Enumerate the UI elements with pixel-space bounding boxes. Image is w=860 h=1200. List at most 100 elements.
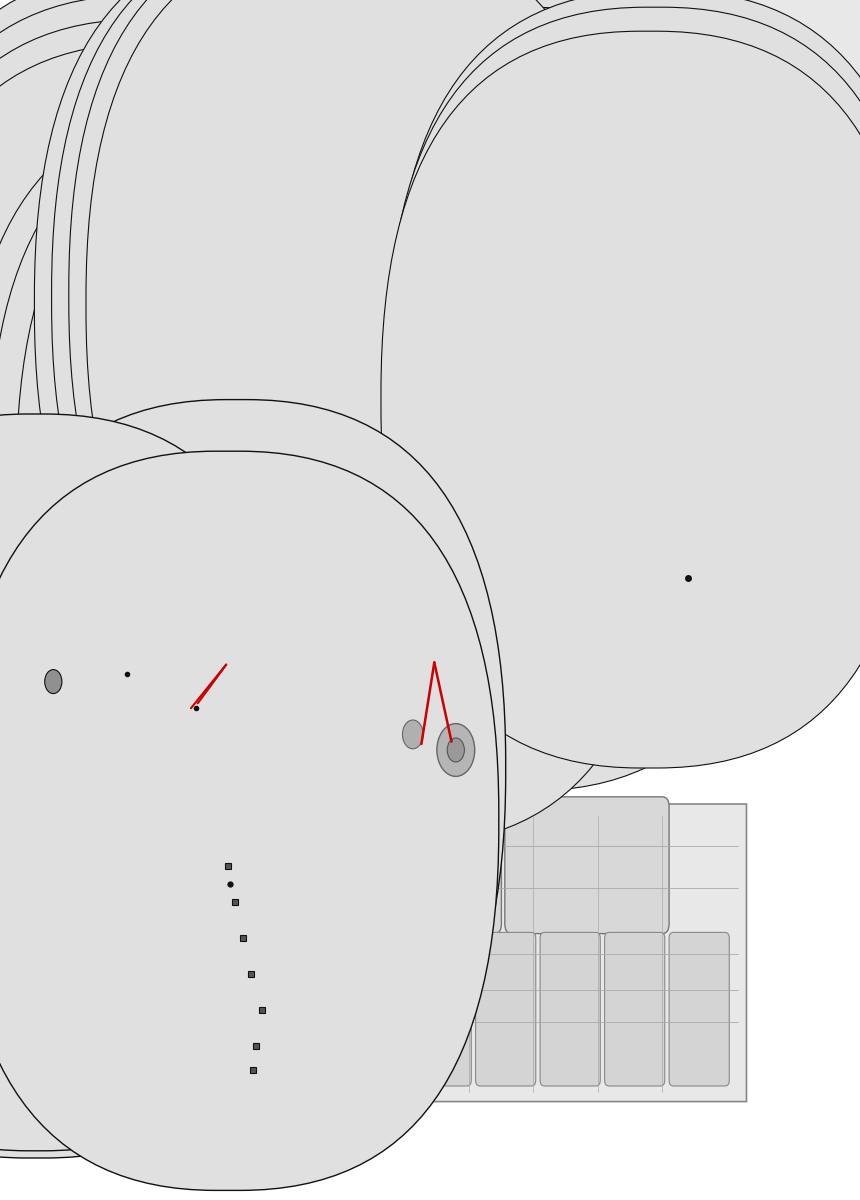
Text: s: s (615, 703, 624, 718)
FancyBboxPatch shape (34, 0, 570, 672)
FancyBboxPatch shape (52, 0, 587, 666)
Text: 6775A: 6775A (369, 40, 414, 53)
FancyBboxPatch shape (471, 0, 860, 518)
Bar (523, 492, 559, 542)
Bar (378, 442, 415, 492)
Bar (378, 694, 415, 744)
Bar (667, 542, 703, 593)
FancyBboxPatch shape (347, 932, 407, 1086)
Circle shape (525, 366, 576, 438)
Bar (378, 542, 415, 593)
Bar (595, 542, 631, 593)
FancyBboxPatch shape (451, 294, 475, 314)
FancyBboxPatch shape (101, 112, 638, 851)
Bar (559, 391, 595, 442)
FancyBboxPatch shape (280, 252, 304, 272)
Bar (595, 492, 631, 542)
FancyBboxPatch shape (253, 7, 789, 743)
Bar (378, 391, 415, 442)
Bar (559, 694, 595, 744)
Text: 12A690: 12A690 (619, 52, 673, 64)
Text: 14305: 14305 (90, 565, 132, 577)
FancyBboxPatch shape (705, 94, 734, 118)
Bar (667, 391, 703, 442)
Text: HC1: HC1 (267, 692, 295, 704)
Bar (415, 492, 451, 542)
Bar (451, 593, 487, 643)
FancyBboxPatch shape (313, 254, 337, 275)
Bar (451, 442, 487, 492)
Bar (451, 492, 487, 542)
Circle shape (43, 444, 64, 473)
FancyBboxPatch shape (0, 0, 416, 731)
Bar (487, 442, 523, 492)
Text: 14536: 14536 (73, 760, 114, 772)
Bar (523, 694, 559, 744)
FancyBboxPatch shape (69, 0, 605, 664)
FancyBboxPatch shape (411, 932, 471, 1086)
Bar (631, 593, 667, 643)
Bar (667, 694, 703, 744)
Bar (451, 643, 487, 694)
Bar (631, 391, 667, 442)
Bar (487, 542, 523, 593)
FancyBboxPatch shape (401, 275, 425, 295)
Bar (667, 593, 703, 643)
Polygon shape (335, 718, 746, 1102)
Bar (559, 492, 595, 542)
FancyBboxPatch shape (194, 263, 218, 283)
Bar (631, 442, 667, 492)
FancyBboxPatch shape (649, 158, 684, 185)
Bar (559, 542, 595, 593)
Bar (523, 542, 559, 593)
Bar (523, 643, 559, 694)
Bar (559, 643, 595, 694)
Bar (415, 442, 451, 492)
Text: a: a (383, 703, 391, 718)
Bar (415, 391, 451, 442)
Bar (667, 492, 703, 542)
Text: scuderia: scuderia (252, 643, 384, 670)
FancyBboxPatch shape (253, 55, 789, 791)
Bar (487, 694, 523, 744)
Bar (631, 643, 667, 694)
Bar (595, 442, 631, 492)
Circle shape (535, 380, 566, 424)
Text: 6775B: 6775B (640, 602, 685, 616)
Text: 13106: 13106 (228, 884, 271, 898)
Circle shape (437, 724, 475, 776)
Bar (487, 593, 523, 643)
Bar (595, 643, 631, 694)
FancyBboxPatch shape (45, 116, 582, 856)
FancyBboxPatch shape (669, 932, 729, 1086)
Text: r: r (461, 703, 468, 718)
Bar (415, 643, 451, 694)
Bar (631, 542, 667, 593)
FancyBboxPatch shape (343, 259, 367, 280)
Bar (378, 643, 415, 694)
FancyBboxPatch shape (505, 797, 669, 934)
FancyBboxPatch shape (605, 932, 665, 1086)
Bar (523, 593, 559, 643)
Circle shape (32, 428, 75, 488)
Circle shape (45, 670, 62, 694)
FancyBboxPatch shape (220, 254, 244, 275)
Circle shape (305, 746, 340, 794)
Bar (595, 391, 631, 442)
FancyBboxPatch shape (0, 104, 501, 844)
Bar (523, 391, 559, 442)
Text: 7E449: 7E449 (90, 524, 132, 536)
FancyBboxPatch shape (0, 112, 526, 851)
Circle shape (32, 652, 75, 712)
FancyBboxPatch shape (253, 31, 789, 767)
Bar (451, 542, 487, 593)
Bar (631, 694, 667, 744)
FancyBboxPatch shape (636, 58, 671, 84)
Circle shape (135, 758, 145, 773)
Bar (667, 643, 703, 694)
FancyBboxPatch shape (73, 115, 611, 854)
Text: 12B637: 12B637 (154, 376, 207, 389)
Text: a: a (150, 703, 159, 718)
Bar (487, 492, 523, 542)
FancyBboxPatch shape (373, 266, 397, 287)
